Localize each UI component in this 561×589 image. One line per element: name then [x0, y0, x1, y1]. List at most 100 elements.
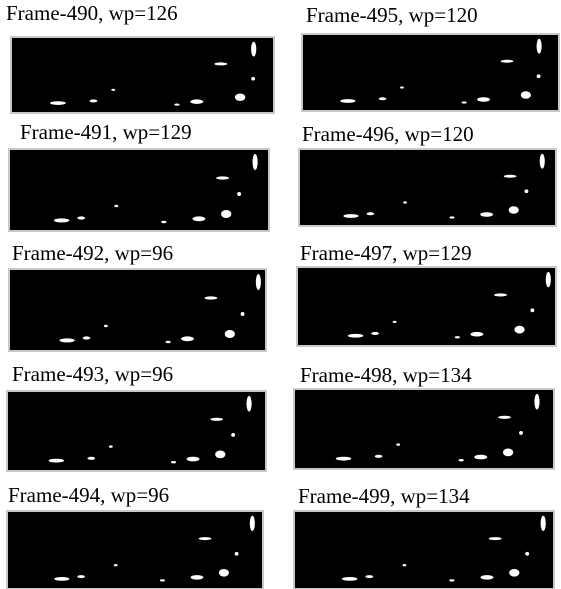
- frame-image: [295, 390, 553, 468]
- frame-panel: Frame-498, wp=134: [293, 363, 555, 470]
- white-blob: [459, 459, 464, 461]
- white-blob: [237, 192, 241, 196]
- white-blob: [509, 569, 519, 577]
- white-blob: [231, 433, 235, 437]
- white-blob: [470, 332, 483, 337]
- white-blob: [525, 189, 529, 193]
- frame-label: Frame-492, wp=96: [12, 241, 173, 265]
- frame-panel: Frame-493, wp=96: [6, 362, 267, 472]
- white-blob: [215, 451, 225, 459]
- frame-label: Frame-496, wp=120: [302, 122, 474, 146]
- frame-label: Frame-495, wp=120: [306, 3, 478, 27]
- white-blob: [199, 537, 212, 540]
- white-blob: [400, 86, 404, 88]
- white-blob: [501, 60, 514, 63]
- white-blob: [87, 457, 95, 460]
- white-blob: [379, 97, 387, 100]
- white-blob: [250, 516, 255, 531]
- white-blob: [449, 216, 454, 218]
- white-blob: [181, 336, 194, 341]
- frame-label: Frame-499, wp=134: [298, 484, 470, 508]
- frame-panel: Frame-499, wp=134: [293, 484, 555, 589]
- white-blob: [509, 206, 519, 214]
- frame-image: [10, 150, 268, 230]
- white-blob: [537, 74, 541, 78]
- white-blob: [462, 101, 467, 103]
- frame-image: [298, 268, 555, 345]
- white-blob: [246, 396, 251, 412]
- frame-panel: Frame-495, wp=120: [301, 3, 560, 112]
- white-blob: [235, 552, 239, 556]
- white-blob: [49, 459, 64, 463]
- white-blob: [343, 214, 358, 218]
- white-blob: [402, 564, 406, 566]
- white-blob: [396, 443, 400, 445]
- white-blob: [494, 293, 507, 296]
- white-blob: [114, 205, 118, 207]
- white-blob: [160, 579, 165, 581]
- white-blob: [54, 218, 69, 222]
- white-blob: [525, 552, 529, 556]
- frame-label: Frame-497, wp=129: [300, 241, 472, 265]
- white-blob: [540, 154, 545, 169]
- white-blob: [541, 516, 546, 531]
- white-blob: [187, 457, 200, 462]
- white-blob: [221, 210, 231, 218]
- white-blob: [241, 312, 245, 316]
- frame-label: Frame-494, wp=96: [8, 483, 169, 507]
- white-blob: [474, 455, 487, 460]
- white-blob: [174, 103, 179, 105]
- white-blob: [235, 94, 245, 101]
- white-blob: [534, 394, 539, 410]
- frame-image: [10, 270, 265, 350]
- white-blob: [514, 326, 524, 334]
- white-blob: [253, 154, 258, 170]
- white-blob: [77, 575, 85, 578]
- white-blob: [109, 445, 113, 447]
- frame-panel: Frame-494, wp=96: [6, 483, 264, 589]
- white-blob: [171, 461, 176, 463]
- white-blob: [489, 537, 502, 540]
- white-blob: [54, 577, 69, 581]
- white-blob: [504, 175, 517, 178]
- frame-panel: Frame-490, wp=126: [6, 1, 275, 114]
- white-blob: [403, 201, 407, 203]
- white-blob: [225, 330, 235, 338]
- white-blob: [251, 42, 256, 57]
- white-blob: [455, 336, 460, 338]
- white-blob: [477, 97, 490, 102]
- white-blob: [481, 575, 494, 580]
- white-blob: [77, 216, 85, 219]
- white-blob: [546, 272, 551, 287]
- frame-image: [12, 38, 273, 112]
- white-blob: [205, 296, 218, 299]
- frame-panel: Frame-491, wp=129: [8, 120, 270, 232]
- white-blob: [161, 221, 166, 223]
- white-blob: [216, 176, 229, 179]
- white-blob: [393, 321, 397, 323]
- white-blob: [104, 325, 108, 327]
- white-blob: [530, 308, 534, 312]
- white-blob: [365, 575, 373, 578]
- frame-panel: Frame-496, wp=120: [298, 122, 557, 227]
- white-blob: [192, 216, 205, 221]
- white-blob: [521, 91, 531, 99]
- white-blob: [251, 77, 255, 81]
- white-blob: [166, 341, 171, 343]
- white-blob: [336, 457, 351, 461]
- white-blob: [191, 575, 204, 580]
- white-blob: [375, 455, 383, 458]
- white-blob: [342, 577, 357, 581]
- white-blob: [537, 39, 542, 54]
- white-blob: [519, 431, 523, 435]
- frame-label: Frame-493, wp=96: [12, 362, 173, 386]
- frame-image: [303, 35, 558, 110]
- white-blob: [210, 418, 223, 421]
- white-blob: [219, 569, 229, 577]
- white-blob: [498, 416, 511, 419]
- white-blob: [480, 212, 493, 217]
- frame-label: Frame-498, wp=134: [300, 363, 472, 387]
- white-blob: [214, 62, 227, 65]
- white-blob: [59, 338, 74, 342]
- white-blob: [256, 274, 261, 290]
